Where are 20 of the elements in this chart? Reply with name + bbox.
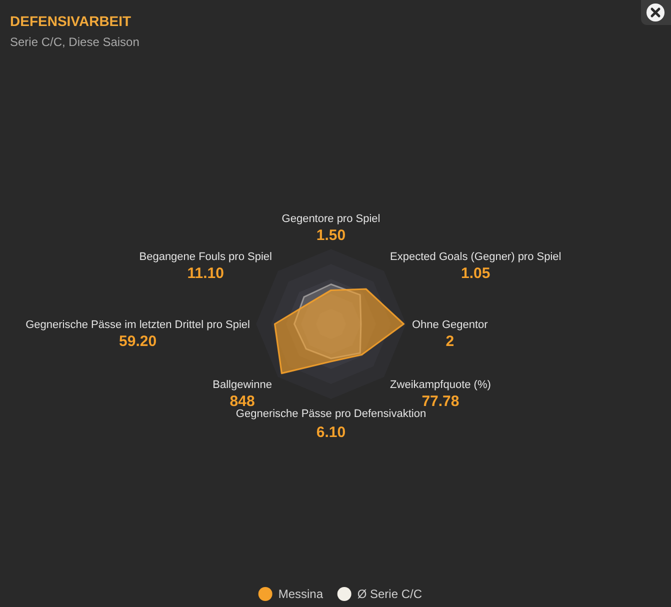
spoke-label: Ohne Gegentor: [412, 319, 488, 331]
spoke-label: Expected Goals (Gegner) pro Spiel: [390, 250, 562, 263]
legend-label: Messina: [278, 587, 324, 601]
text: 1.05: [461, 264, 490, 282]
spoke-label: Begangene Fouls pro Spiel: [139, 250, 272, 263]
spoke-label: Zweikampfquote (%): [390, 379, 491, 392]
legend-label: Ø Serie C/C: [357, 587, 422, 601]
chart-subtitle: Serie C/C, Diese Saison: [10, 35, 140, 49]
spoke-label: Gegnerische Pässe im letzten Drittel pro Spiel: [26, 319, 250, 331]
text: 1.50: [316, 227, 346, 244]
text: 6.10: [316, 424, 346, 441]
text: 848: [230, 393, 255, 410]
text: 11.10: [187, 264, 224, 282]
text: 77.78: [422, 393, 460, 410]
chart-title: DEFENSIVARBEIT: [10, 13, 132, 29]
spoke-label: Ballgewinne: [212, 379, 272, 392]
text: 2: [446, 333, 454, 350]
spoke-label: Gegentore pro Spiel: [282, 213, 380, 225]
spoke-label: Gegnerische Pässe pro Defensivaktion: [236, 408, 426, 420]
text: 59.20: [119, 333, 157, 350]
